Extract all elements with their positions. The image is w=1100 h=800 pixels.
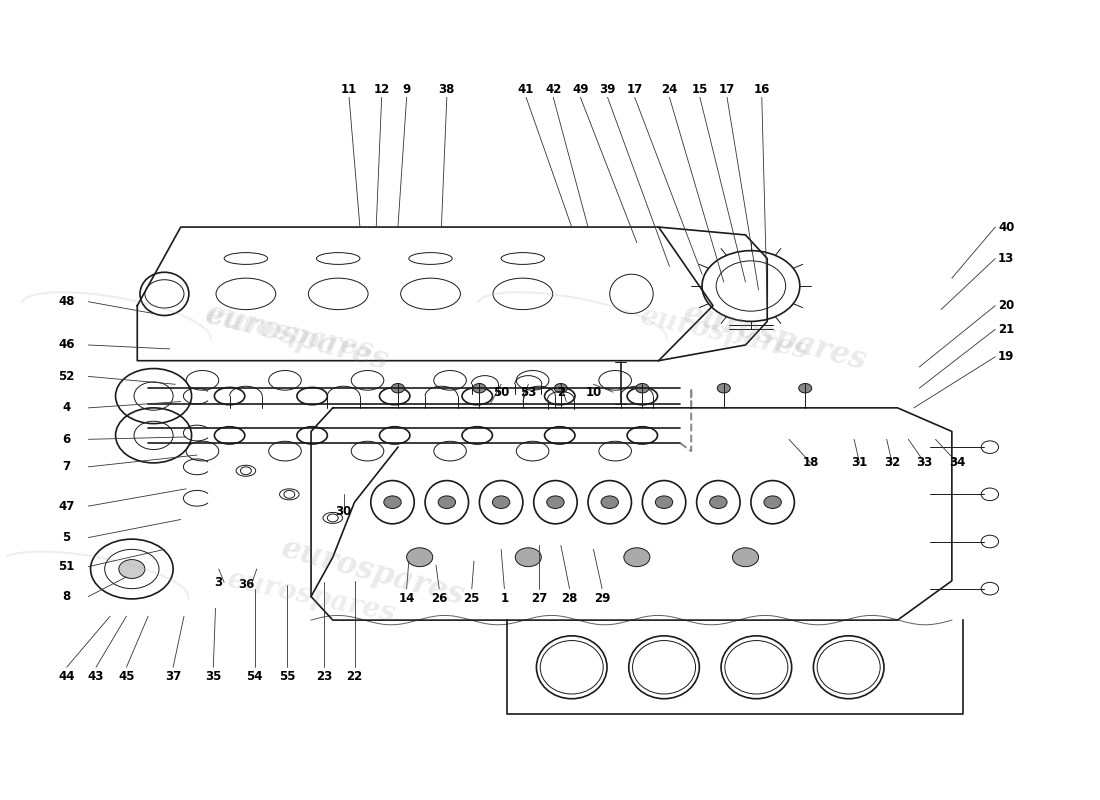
Text: 17: 17: [719, 83, 735, 96]
Text: 40: 40: [998, 221, 1014, 234]
Text: 52: 52: [58, 370, 75, 383]
Text: 54: 54: [246, 670, 263, 683]
Text: 43: 43: [88, 670, 104, 683]
Text: 12: 12: [374, 83, 389, 96]
Text: 4: 4: [63, 402, 70, 414]
Text: 23: 23: [316, 670, 332, 683]
Text: 15: 15: [692, 83, 708, 96]
Text: 21: 21: [998, 322, 1014, 336]
Circle shape: [515, 548, 541, 566]
Text: eurospares: eurospares: [278, 534, 469, 612]
Circle shape: [384, 496, 402, 509]
Circle shape: [473, 383, 486, 393]
Text: 6: 6: [63, 433, 70, 446]
Text: 36: 36: [238, 578, 254, 591]
Text: 53: 53: [520, 386, 537, 398]
Text: 39: 39: [600, 83, 616, 96]
Text: 27: 27: [531, 592, 548, 605]
Text: 51: 51: [58, 560, 75, 573]
Text: 11: 11: [341, 83, 358, 96]
Text: 9: 9: [403, 83, 410, 96]
Text: eurospares: eurospares: [224, 566, 398, 627]
Text: eurospares: eurospares: [202, 298, 393, 377]
Text: 44: 44: [58, 670, 75, 683]
Text: 42: 42: [546, 83, 561, 96]
Text: 38: 38: [439, 83, 455, 96]
Text: 19: 19: [998, 350, 1014, 363]
Circle shape: [656, 496, 673, 509]
Text: 30: 30: [336, 505, 352, 518]
Text: 18: 18: [803, 456, 818, 470]
Text: eurospares: eurospares: [680, 298, 871, 377]
Text: 47: 47: [58, 500, 75, 513]
Text: 28: 28: [561, 592, 578, 605]
Circle shape: [438, 496, 455, 509]
Circle shape: [493, 496, 509, 509]
Circle shape: [554, 383, 568, 393]
Text: 29: 29: [594, 592, 610, 605]
Text: 50: 50: [493, 386, 509, 398]
Circle shape: [601, 496, 618, 509]
Text: 14: 14: [398, 592, 415, 605]
Text: 32: 32: [884, 456, 900, 470]
Text: 34: 34: [949, 456, 966, 470]
Text: 37: 37: [165, 670, 182, 683]
Text: 49: 49: [572, 83, 588, 96]
Text: eurospares: eurospares: [637, 302, 811, 364]
Text: 20: 20: [998, 299, 1014, 312]
Text: 33: 33: [916, 456, 933, 470]
Text: 26: 26: [431, 592, 448, 605]
Text: 41: 41: [518, 83, 535, 96]
Circle shape: [547, 496, 564, 509]
Circle shape: [717, 383, 730, 393]
Text: 10: 10: [585, 386, 602, 398]
Text: 13: 13: [998, 252, 1014, 265]
Circle shape: [799, 383, 812, 393]
Text: 7: 7: [63, 460, 70, 474]
Text: 5: 5: [63, 531, 70, 544]
Circle shape: [119, 559, 145, 578]
Text: 17: 17: [627, 83, 642, 96]
Text: 35: 35: [205, 670, 221, 683]
Circle shape: [764, 496, 781, 509]
Text: 31: 31: [851, 456, 868, 470]
Text: 48: 48: [58, 295, 75, 308]
Circle shape: [624, 548, 650, 566]
Text: 3: 3: [214, 576, 223, 589]
Text: 8: 8: [63, 590, 70, 603]
Text: 46: 46: [58, 338, 75, 351]
Text: 45: 45: [118, 670, 134, 683]
Text: 22: 22: [346, 670, 363, 683]
Text: 16: 16: [754, 83, 770, 96]
Circle shape: [636, 383, 649, 393]
Circle shape: [392, 383, 405, 393]
Circle shape: [710, 496, 727, 509]
Text: eurospares: eurospares: [202, 302, 376, 364]
Text: 2: 2: [557, 386, 565, 398]
Text: 55: 55: [279, 670, 296, 683]
Text: 25: 25: [463, 592, 480, 605]
Circle shape: [407, 548, 432, 566]
Circle shape: [733, 548, 759, 566]
Text: 24: 24: [661, 83, 678, 96]
Text: 1: 1: [500, 592, 508, 605]
